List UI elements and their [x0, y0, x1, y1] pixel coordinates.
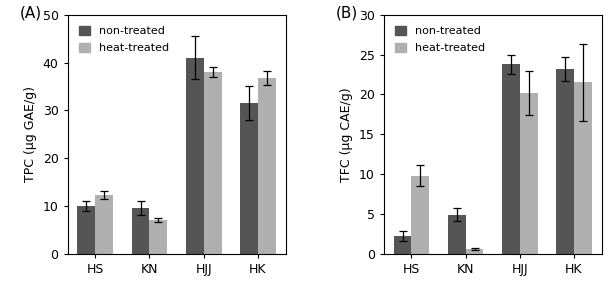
Bar: [502, 64, 520, 254]
Bar: [95, 195, 113, 254]
Bar: [520, 93, 538, 254]
Bar: [131, 208, 149, 254]
Bar: [465, 249, 483, 254]
Bar: [186, 58, 204, 254]
Bar: [394, 236, 411, 254]
Bar: [448, 215, 465, 254]
Bar: [77, 206, 95, 254]
Bar: [240, 103, 258, 254]
Y-axis label: TFC (µg CAE/g): TFC (µg CAE/g): [340, 87, 353, 181]
Legend: non-treated, heat-treated: non-treated, heat-treated: [389, 20, 491, 59]
Bar: [149, 220, 168, 254]
Text: (A): (A): [20, 5, 42, 20]
Y-axis label: TPC (µg GAE/g): TPC (µg GAE/g): [24, 86, 37, 182]
Bar: [204, 72, 222, 254]
Bar: [574, 82, 592, 254]
Bar: [556, 69, 574, 254]
Bar: [411, 176, 429, 254]
Text: (B): (B): [336, 5, 358, 20]
Bar: [258, 78, 276, 254]
Legend: non-treated, heat-treated: non-treated, heat-treated: [73, 20, 174, 59]
